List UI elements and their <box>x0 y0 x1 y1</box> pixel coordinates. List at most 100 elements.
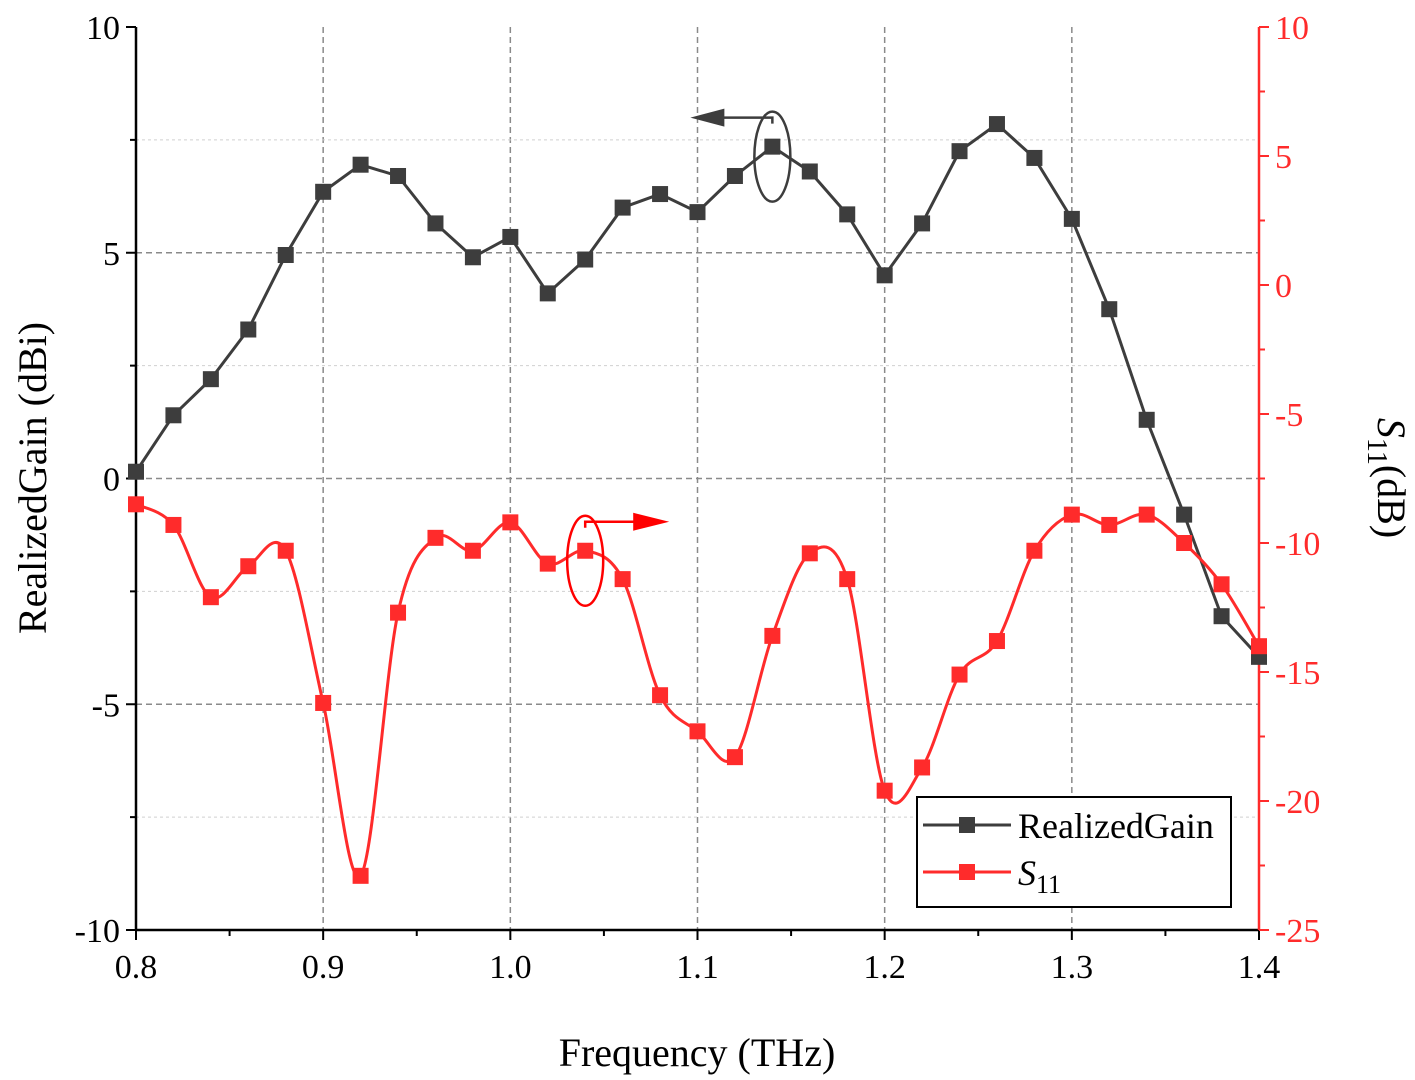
grid-lines <box>136 27 1259 930</box>
point-s11 <box>726 749 743 766</box>
y-tick-label-right: -15 <box>1275 655 1320 692</box>
point-s11 <box>839 571 856 588</box>
point-s11 <box>577 542 594 559</box>
point-s11 <box>240 558 257 575</box>
point-s11 <box>502 514 519 531</box>
legend-s11-label: S11 <box>1018 853 1061 899</box>
y-axis-label-left: RealizedGain (dBi) <box>10 322 55 634</box>
point-s11 <box>951 666 968 683</box>
point-realized-gain <box>652 186 669 203</box>
point-s11 <box>390 604 407 621</box>
point-realized-gain <box>914 215 931 232</box>
y-tick-label-right: -25 <box>1275 913 1320 950</box>
x-tick-label: 0.8 <box>115 949 158 986</box>
point-realized-gain <box>202 371 219 388</box>
point-realized-gain <box>427 215 444 232</box>
point-realized-gain <box>1026 149 1043 166</box>
point-realized-gain <box>502 228 519 245</box>
annotation-arrow-head <box>633 512 670 531</box>
point-s11 <box>464 542 481 559</box>
annotation-arrow-head <box>690 108 725 127</box>
point-realized-gain <box>277 247 294 264</box>
point-realized-gain <box>1176 506 1193 523</box>
point-s11 <box>1101 516 1118 533</box>
y-tick-label-right: -20 <box>1275 784 1320 821</box>
y-tick-label-right: 5 <box>1275 139 1292 176</box>
y-tick-label-right: -5 <box>1275 397 1303 434</box>
point-realized-gain <box>1063 210 1080 227</box>
point-s11 <box>315 694 332 711</box>
x-tick-label: 1.1 <box>676 949 719 986</box>
point-s11 <box>202 589 219 606</box>
point-realized-gain <box>128 463 144 480</box>
x-tick-label: 1.3 <box>1051 949 1094 986</box>
point-s11 <box>614 571 631 588</box>
y-tick-label-right: 10 <box>1275 10 1309 47</box>
series-s11 <box>128 496 1267 884</box>
point-s11 <box>427 529 444 546</box>
point-s11 <box>1138 506 1155 523</box>
annotation-s11 <box>565 512 670 607</box>
point-s11 <box>689 723 706 740</box>
annotation-arrow-shaft <box>722 116 774 124</box>
point-realized-gain <box>689 204 706 221</box>
point-realized-gain <box>464 249 481 266</box>
point-s11 <box>352 867 369 884</box>
y-tick-label-left: 0 <box>103 462 120 499</box>
point-realized-gain <box>1138 411 1155 428</box>
point-realized-gain <box>240 321 257 338</box>
point-realized-gain <box>1101 301 1118 318</box>
y-tick-label-left: -10 <box>75 913 120 950</box>
point-realized-gain <box>315 183 332 200</box>
y-tick-label-right: -10 <box>1275 526 1320 563</box>
annotation-ellipse <box>753 110 792 203</box>
point-realized-gain <box>764 138 781 155</box>
x-tick-label: 1.0 <box>489 949 532 986</box>
point-realized-gain <box>988 116 1005 133</box>
point-s11 <box>652 687 669 704</box>
point-realized-gain <box>577 251 594 268</box>
point-s11 <box>876 782 893 799</box>
point-realized-gain <box>951 143 968 160</box>
point-realized-gain <box>876 267 893 284</box>
point-s11 <box>1026 542 1043 559</box>
annotations <box>565 108 792 607</box>
legend-box <box>916 796 1232 908</box>
point-s11 <box>1213 576 1230 593</box>
x-tick-label: 0.9 <box>302 949 345 986</box>
point-s11 <box>801 545 818 562</box>
point-s11 <box>988 633 1005 650</box>
point-realized-gain <box>614 199 631 216</box>
point-s11 <box>1063 506 1080 523</box>
series-realized-gain <box>128 116 1267 665</box>
point-s11 <box>539 555 556 572</box>
x-tick-label: 1.4 <box>1238 949 1281 986</box>
legend-gain-marker <box>959 817 975 833</box>
point-s11 <box>764 627 781 644</box>
point-s11 <box>277 542 294 559</box>
point-realized-gain <box>165 407 182 424</box>
legend: RealizedGain S11 <box>916 796 1232 908</box>
annotation-arrow-shaft <box>583 520 636 528</box>
series-layer <box>128 116 1267 884</box>
annotation-ellipse <box>565 514 605 607</box>
y-axis-label-right: S11(dB) <box>1361 418 1414 538</box>
point-realized-gain <box>839 206 856 223</box>
point-realized-gain <box>726 167 743 184</box>
y-tick-label-left: 5 <box>103 236 120 273</box>
x-axis-label: Frequency (THz) <box>559 1030 836 1075</box>
point-s11 <box>128 496 144 513</box>
legend-s11-marker <box>959 864 975 880</box>
y-tick-label-right: 0 <box>1275 268 1292 305</box>
axes: 0.8 0.9 1.0 1.1 1.2 1.3 1.4 10 5 0 -5 -10 10 5 0 -5 -10 -… <box>75 10 1321 986</box>
point-s11 <box>1176 535 1193 551</box>
point-realized-gain <box>1213 608 1230 625</box>
point-s11 <box>1251 638 1267 655</box>
point-s11 <box>914 759 931 776</box>
y-tick-label-left: -5 <box>92 687 120 724</box>
x-tick-label: 1.2 <box>863 949 906 986</box>
point-realized-gain <box>539 285 556 302</box>
y-tick-label-left: 10 <box>86 10 120 47</box>
point-s11 <box>165 516 182 533</box>
